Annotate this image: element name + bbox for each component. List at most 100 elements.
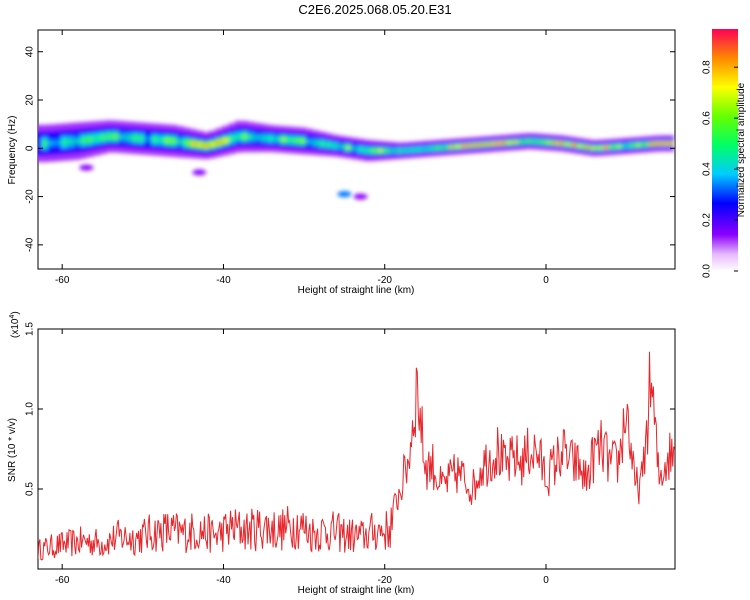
heatmap-cell	[74, 138, 80, 144]
heatmap-cell	[42, 140, 48, 146]
heatmap-cell	[623, 144, 629, 148]
heatmap-cell	[506, 141, 512, 144]
heatmap-cell	[158, 137, 164, 143]
spectrogram-x-axis-label: Height of straight line (km)	[298, 285, 415, 296]
heatmap-speck	[79, 164, 94, 171]
y-tick-label: -20	[25, 189, 36, 204]
snr-x-axis-label: Height of straight line (km)	[298, 585, 415, 596]
heatmap-cell	[390, 149, 396, 152]
heatmap-cell	[500, 142, 506, 145]
x-tick-label: -60	[55, 575, 70, 586]
heatmap-cell	[442, 146, 448, 149]
y-tick-label: 1.5	[25, 322, 36, 336]
heatmap-cell	[410, 148, 416, 151]
heatmap-cell	[94, 136, 100, 141]
heatmap-speck	[353, 193, 368, 200]
heatmap-cell	[171, 138, 177, 144]
heatmap-cell	[481, 143, 487, 146]
snr-panel: -60 -40 -20 0 0.5 1.0 1.5 Height of straight l…	[7, 311, 676, 596]
snr-axes: -60 -40 -20 0 0.5 1.0 1.5	[25, 322, 675, 586]
heatmap-cell	[294, 138, 300, 143]
heatmap-cell	[126, 135, 132, 140]
spectrogram-panel: -60 -40 -20 0 -40 -20 0 20 40 Height of straight…	[7, 29, 676, 296]
snr-scale-note: (x104)	[9, 311, 21, 338]
heatmap-speck	[192, 169, 207, 176]
heatmap-cell	[100, 135, 106, 140]
heatmap-cell	[635, 143, 641, 147]
heatmap-cell	[590, 146, 596, 150]
heatmap-cell	[545, 141, 551, 144]
heatmap-cell	[132, 135, 138, 141]
snr-y-axis-label: SNR (10 * v/v)	[7, 418, 18, 482]
heatmap-cell	[526, 140, 532, 143]
colorbar-label: Normalized spectral amplitude	[736, 82, 747, 217]
heatmap-cell	[474, 143, 480, 147]
spectrogram-heatmap	[38, 120, 675, 200]
heatmap-cell	[165, 138, 171, 143]
heatmap-cell	[61, 139, 67, 145]
colorbar-tick-label: 0.4	[702, 162, 713, 176]
heatmap-cell	[603, 146, 609, 149]
heatmap-cell	[371, 149, 377, 153]
heatmap-cell	[306, 140, 312, 144]
heatmap-speck	[337, 191, 352, 198]
heatmap-cell	[358, 148, 364, 151]
heatmap-cell	[448, 145, 454, 149]
heatmap-cell	[106, 134, 112, 139]
heatmap-cell	[197, 142, 203, 147]
y-tick-label: 0	[25, 145, 36, 151]
heatmap-cell	[429, 147, 435, 150]
heatmap-cell	[332, 144, 338, 148]
heatmap-cell	[55, 140, 61, 146]
heatmap-cell	[352, 147, 358, 150]
heatmap-cell	[345, 146, 351, 150]
heatmap-cell	[571, 144, 577, 147]
heatmap-cell	[661, 142, 667, 145]
heatmap-cell	[248, 135, 254, 140]
heatmap-cell	[377, 149, 383, 153]
heatmap-cell	[597, 146, 603, 150]
spectrogram-y-axis-label: Frequency (Hz)	[7, 116, 18, 185]
page-title: C2E6.2025.068.05.20.E31	[298, 2, 452, 17]
x-tick-label: -40	[216, 575, 231, 586]
x-tick-label: 0	[543, 275, 549, 286]
heatmap-cell	[319, 142, 325, 146]
heatmap-cell	[87, 136, 93, 142]
heatmap-cell	[216, 140, 222, 145]
heatmap-cell	[552, 141, 558, 144]
heatmap-cell	[223, 138, 229, 143]
heatmap-cell	[203, 143, 209, 148]
heatmap-cell	[48, 140, 54, 146]
heatmap-cell	[468, 144, 474, 147]
heatmap-cell	[397, 149, 403, 152]
colorbar-tick-label: 0.6	[702, 111, 713, 125]
heatmap-cell	[416, 148, 422, 151]
heatmap-cell	[113, 134, 119, 139]
heatmap-cell	[513, 141, 519, 144]
x-tick-label: -60	[55, 275, 70, 286]
heatmap-cell	[616, 145, 622, 148]
heatmap-cell	[403, 149, 409, 152]
y-tick-label: 20	[25, 94, 36, 106]
heatmap-cell	[274, 137, 280, 141]
snr-series-line	[38, 351, 675, 561]
y-tick-label: -40	[25, 237, 36, 252]
heatmap-cell	[184, 140, 190, 145]
colorbar-gradient	[712, 29, 738, 271]
heatmap-cell	[339, 145, 345, 149]
heatmap-cell	[68, 139, 74, 145]
colorbar-tick-label: 0.8	[702, 60, 713, 74]
spectrogram-axes: -60 -40 -20 0 -40 -20 0 20 40	[25, 30, 675, 286]
heatmap-cell	[152, 137, 158, 142]
heatmap-cell	[145, 136, 151, 142]
heatmap-cell	[229, 136, 235, 141]
colorbar-tick-label: 0.0	[702, 264, 713, 278]
heatmap-cell	[487, 142, 493, 146]
heatmap-cell	[577, 145, 583, 148]
heatmap-cell	[558, 142, 564, 145]
heatmap-cell	[177, 139, 183, 144]
heatmap-cell	[235, 134, 241, 139]
heatmap-cell	[139, 136, 145, 141]
heatmap-cell	[261, 136, 267, 140]
